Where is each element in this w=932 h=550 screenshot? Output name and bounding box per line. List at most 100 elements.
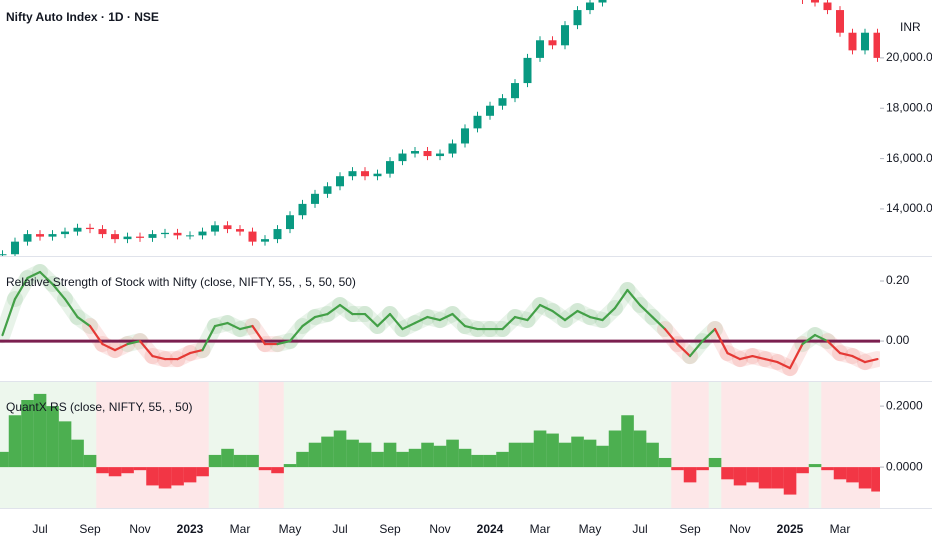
background-zone [771,382,784,508]
histogram-bar [246,454,259,468]
histogram-bar [271,467,284,474]
background-zone [833,382,847,508]
y-tick-label: 0.2000 [886,398,923,412]
histogram-bar [458,448,472,468]
histogram-bar [508,442,522,468]
rs-line [826,339,842,355]
histogram-bar [296,451,309,468]
rs-line [626,288,642,307]
histogram-bar [708,457,722,468]
rs-line [751,354,767,361]
histogram-bar [646,442,659,468]
rs-line [13,276,29,301]
candle [73,227,82,232]
histogram-bar [58,421,72,468]
candle [536,40,544,58]
chart-title: Nifty Auto Index · 1D · NSE [6,10,159,24]
candle [211,225,219,232]
axes: 14,000.00 16,000.00 18,000.00 20,000.00 0.00… [32,50,932,536]
rs-line [501,315,517,331]
candle [48,234,57,237]
background-zone [458,382,472,508]
candle [873,32,880,58]
rs-line [226,321,242,331]
histogram-bar [871,467,880,492]
rs-line [763,357,779,364]
rs-line [113,342,129,352]
histogram-bar [346,439,359,468]
histogram-bar [433,445,447,468]
histogram-bar [471,454,484,468]
rs-line [288,324,304,343]
x-tick-label: Nov [429,522,450,536]
rs-line [576,309,592,319]
histogram-bar [496,451,509,468]
histogram-bar [408,448,422,468]
candle [586,2,594,11]
background-zone [696,382,709,508]
histogram-bar [46,406,59,468]
candle [498,98,507,106]
candle [461,128,469,144]
x-tick-label: May [279,522,302,536]
indicator-title: QuantX RS (close, NIFTY, 55, , 50) [6,400,193,414]
background-zone [496,382,509,508]
histogram-bar [171,467,184,486]
histogram-bar [758,467,772,489]
rs-line [213,321,229,328]
candle [573,10,582,26]
candle [548,40,557,46]
candle [848,32,857,51]
histogram-bar [858,467,872,489]
rs-line [451,312,467,328]
histogram-bar [533,430,547,468]
candle [361,171,369,177]
x-tick-label: 2024 [477,522,504,536]
background-zone [233,382,247,508]
rs-line [251,324,267,346]
x-tick-label: Nov [129,522,150,536]
rs-line [688,339,704,358]
rs-line [788,342,804,370]
background-zone [796,382,809,508]
candle [36,234,44,237]
candle [473,115,482,129]
rs-line [563,309,579,322]
x-tick-label: Nov [729,522,750,536]
candle [836,10,844,33]
background-zone [433,382,447,508]
rs-line [326,303,342,316]
histogram-bar [796,467,809,474]
x-tick-label: Sep [679,522,701,536]
x-tick-label: Sep [79,522,101,536]
candle [523,57,532,84]
candle [336,176,344,187]
rs-line [638,303,654,319]
rs-line [401,321,417,331]
background-zone [196,382,209,508]
rs-line [101,342,117,352]
rs-line [651,315,667,331]
candle [861,32,869,51]
histogram-bar [783,467,797,495]
histogram-bar [0,451,9,468]
rs-line [813,333,829,343]
rs-line [63,297,79,319]
y-tick-label: 18,000.00 [886,100,932,114]
histogram-bar [421,442,434,468]
rs-line [588,315,604,322]
histogram-bar [321,436,334,468]
histogram-bar [696,467,709,471]
rs-line [513,315,529,322]
y-tick-label: 0.20 [886,273,910,287]
candle [236,229,244,232]
rs-line [338,303,354,316]
candle [286,215,294,230]
histogram-bar [158,467,172,489]
rs-line [76,315,92,328]
indicator-title: Relative Strength of Stock with Nifty (c… [6,275,356,289]
rs-line [613,288,629,310]
histogram-bar [196,467,209,477]
background-zone [396,382,409,508]
histogram-bar [846,467,859,483]
